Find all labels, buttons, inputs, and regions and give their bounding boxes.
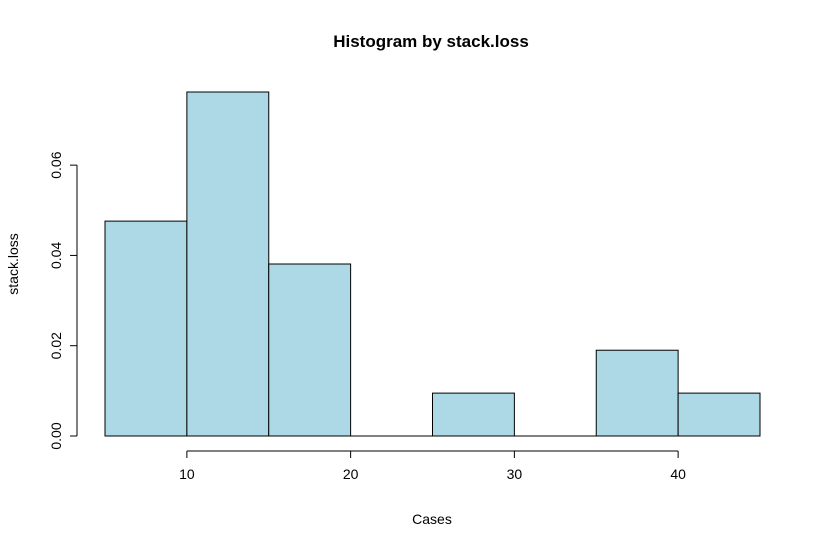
y-axis-label: stack.loss [5, 233, 21, 294]
y-axis: 0.00 0.02 0.04 0.06 [48, 151, 78, 450]
histogram-bar-1 [186, 91, 270, 437]
histogram-bar-7 [677, 392, 761, 437]
histogram-bar-4 [432, 392, 515, 437]
y-tick-label: 0.04 [48, 242, 64, 269]
bars-group [104, 91, 761, 437]
histogram-bar-0 [104, 220, 188, 437]
x-tick-label: 40 [670, 466, 686, 482]
x-tick-label: 10 [179, 466, 195, 482]
x-tick-label: 20 [343, 466, 359, 482]
x-axis-label: Cases [412, 511, 452, 527]
histogram-bar-2 [268, 263, 352, 437]
histogram-bar-6 [595, 349, 679, 437]
y-tick-label: 0.06 [48, 151, 64, 178]
chart-title: Histogram by stack.loss [333, 32, 529, 51]
y-tick-label: 0.02 [48, 332, 64, 359]
y-tick-label: 0.00 [48, 422, 64, 449]
x-axis: 10 20 30 40 [179, 450, 686, 482]
x-tick-label: 30 [507, 466, 523, 482]
